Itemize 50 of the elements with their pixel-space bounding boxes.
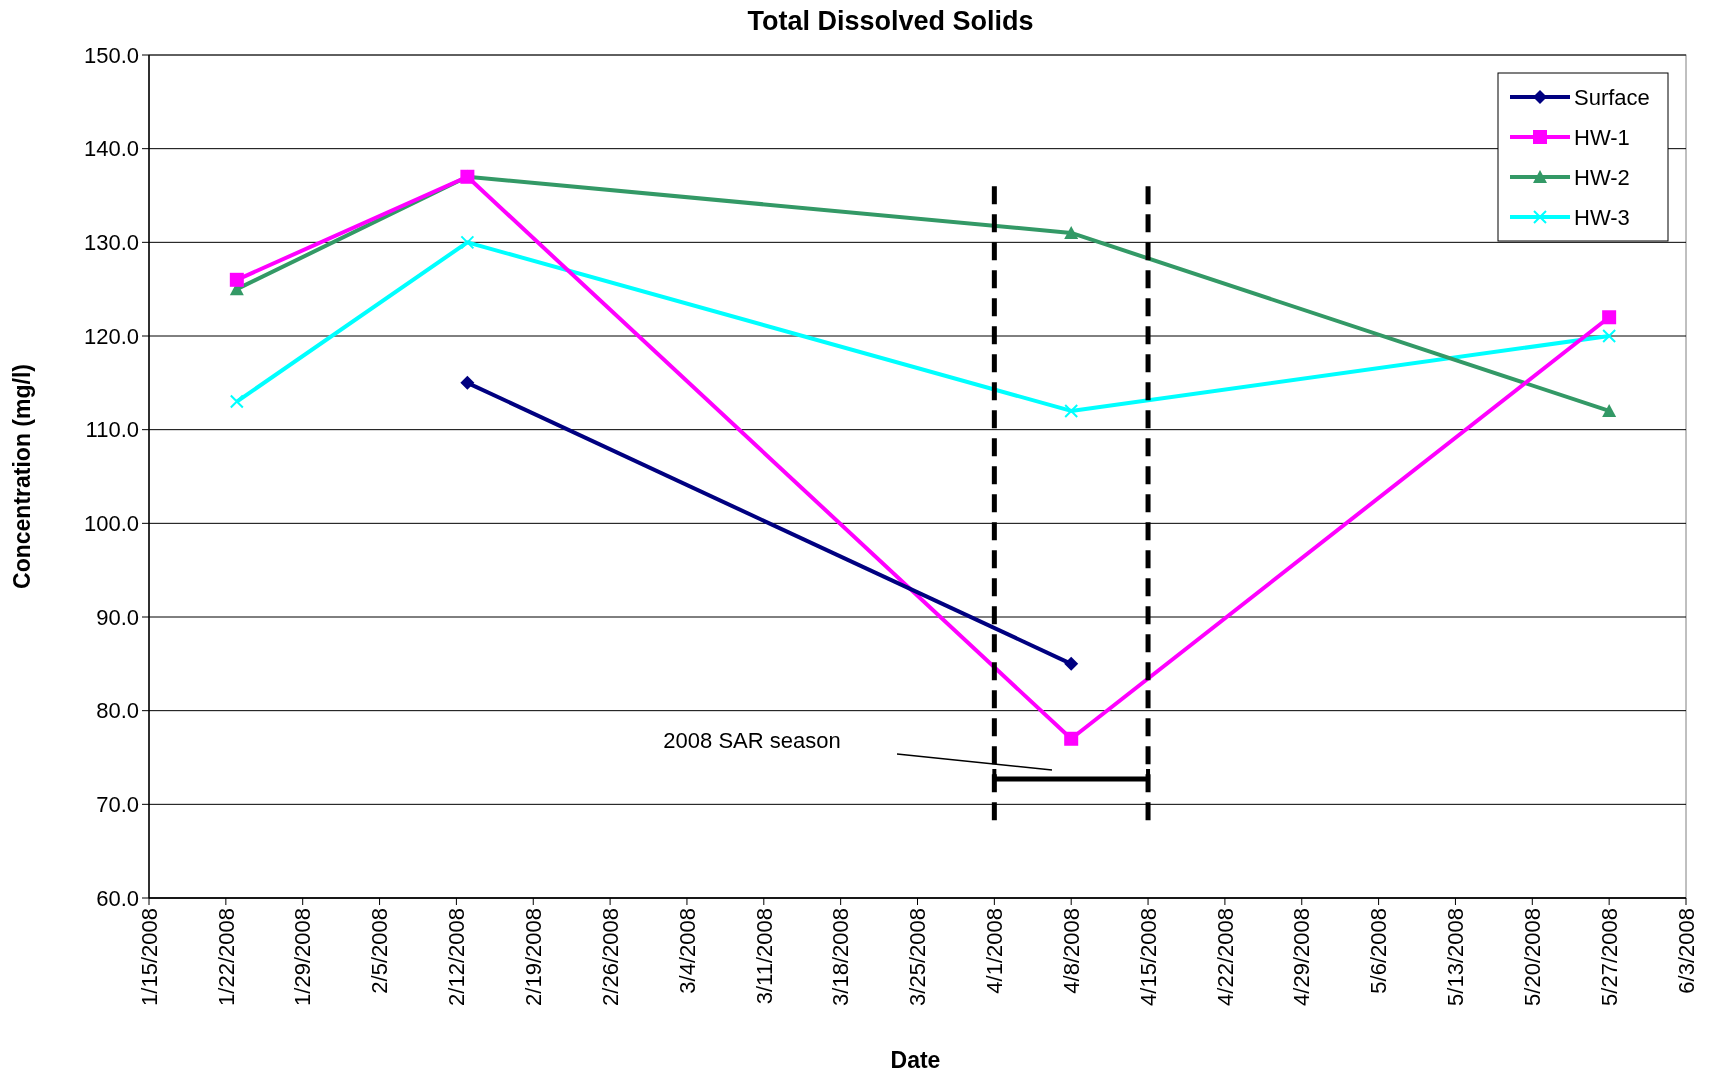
x-tick-label: 2/26/2008 (597, 908, 623, 1006)
x-tick-label: 4/8/2008 (1058, 908, 1084, 994)
point (1602, 403, 1617, 417)
x-tick-label: 4/22/2008 (1212, 908, 1238, 1006)
x-tick-label: 4/1/2008 (982, 908, 1008, 994)
annotation: 2008 SAR season (663, 728, 841, 753)
point (1602, 329, 1617, 343)
x-tick-label: 6/3/2008 (1673, 908, 1699, 994)
y-tick-label: 90.0 (96, 604, 139, 630)
x-tick-label: 5/20/2008 (1520, 908, 1545, 1006)
y-tick-label: 100.0 (83, 511, 139, 537)
legend-label: HW-1 (1574, 124, 1630, 150)
point (460, 235, 475, 250)
y-tick-label: 130.0 (83, 230, 139, 256)
x-tick-label: 5/27/2008 (1596, 908, 1622, 1006)
y-tick-label: 150.0 (83, 42, 139, 68)
x-tick-label: 3/18/2008 (828, 908, 854, 1006)
point (229, 272, 244, 287)
x-tick-label: 4/15/2008 (1135, 908, 1161, 1006)
point (1064, 656, 1079, 671)
x-tick-label: 5/13/2008 (1443, 908, 1469, 1006)
point (1064, 731, 1079, 746)
x-tick-label: 2/5/2008 (367, 908, 393, 994)
point (1064, 403, 1079, 418)
x-tick-label: 3/25/2008 (905, 908, 931, 1006)
x-tick-label: 1/22/2008 (213, 908, 239, 1006)
x-tick-label: 1/15/2008 (136, 908, 162, 1006)
x-tick-label: 3/11/2008 (751, 908, 777, 1005)
legend-label: HW-3 (1574, 204, 1630, 230)
y-tick-label: 110.0 (85, 417, 139, 443)
x-tick-label: 4/29/2008 (1289, 908, 1315, 1006)
point (1064, 225, 1079, 239)
y-tick-label: 60.0 (96, 885, 139, 911)
y-tick-label: 140.0 (83, 136, 139, 162)
x-axis-title: Date (890, 1047, 941, 1073)
point (460, 375, 475, 390)
x-tick-label: 1/29/2008 (290, 908, 316, 1006)
x-tick-label: 2/12/2008 (444, 908, 470, 1006)
y-tick-label: 70.0 (96, 792, 139, 818)
legend-label: Surface (1574, 84, 1650, 110)
legend-label: HW-2 (1574, 164, 1630, 190)
x-tick-label: 5/6/2008 (1366, 908, 1392, 994)
y-tick-label: 80.0 (96, 698, 139, 724)
y-tick-label: 120.0 (83, 323, 139, 349)
point (1602, 310, 1617, 325)
x-tick-label: 3/4/2008 (674, 908, 700, 994)
x-tick-label: 2/19/2008 (520, 908, 546, 1006)
point (229, 394, 244, 409)
chart-title: Total Dissolved Solids (747, 6, 1034, 36)
y-axis-title: Concentration (mg/l) (9, 364, 35, 589)
